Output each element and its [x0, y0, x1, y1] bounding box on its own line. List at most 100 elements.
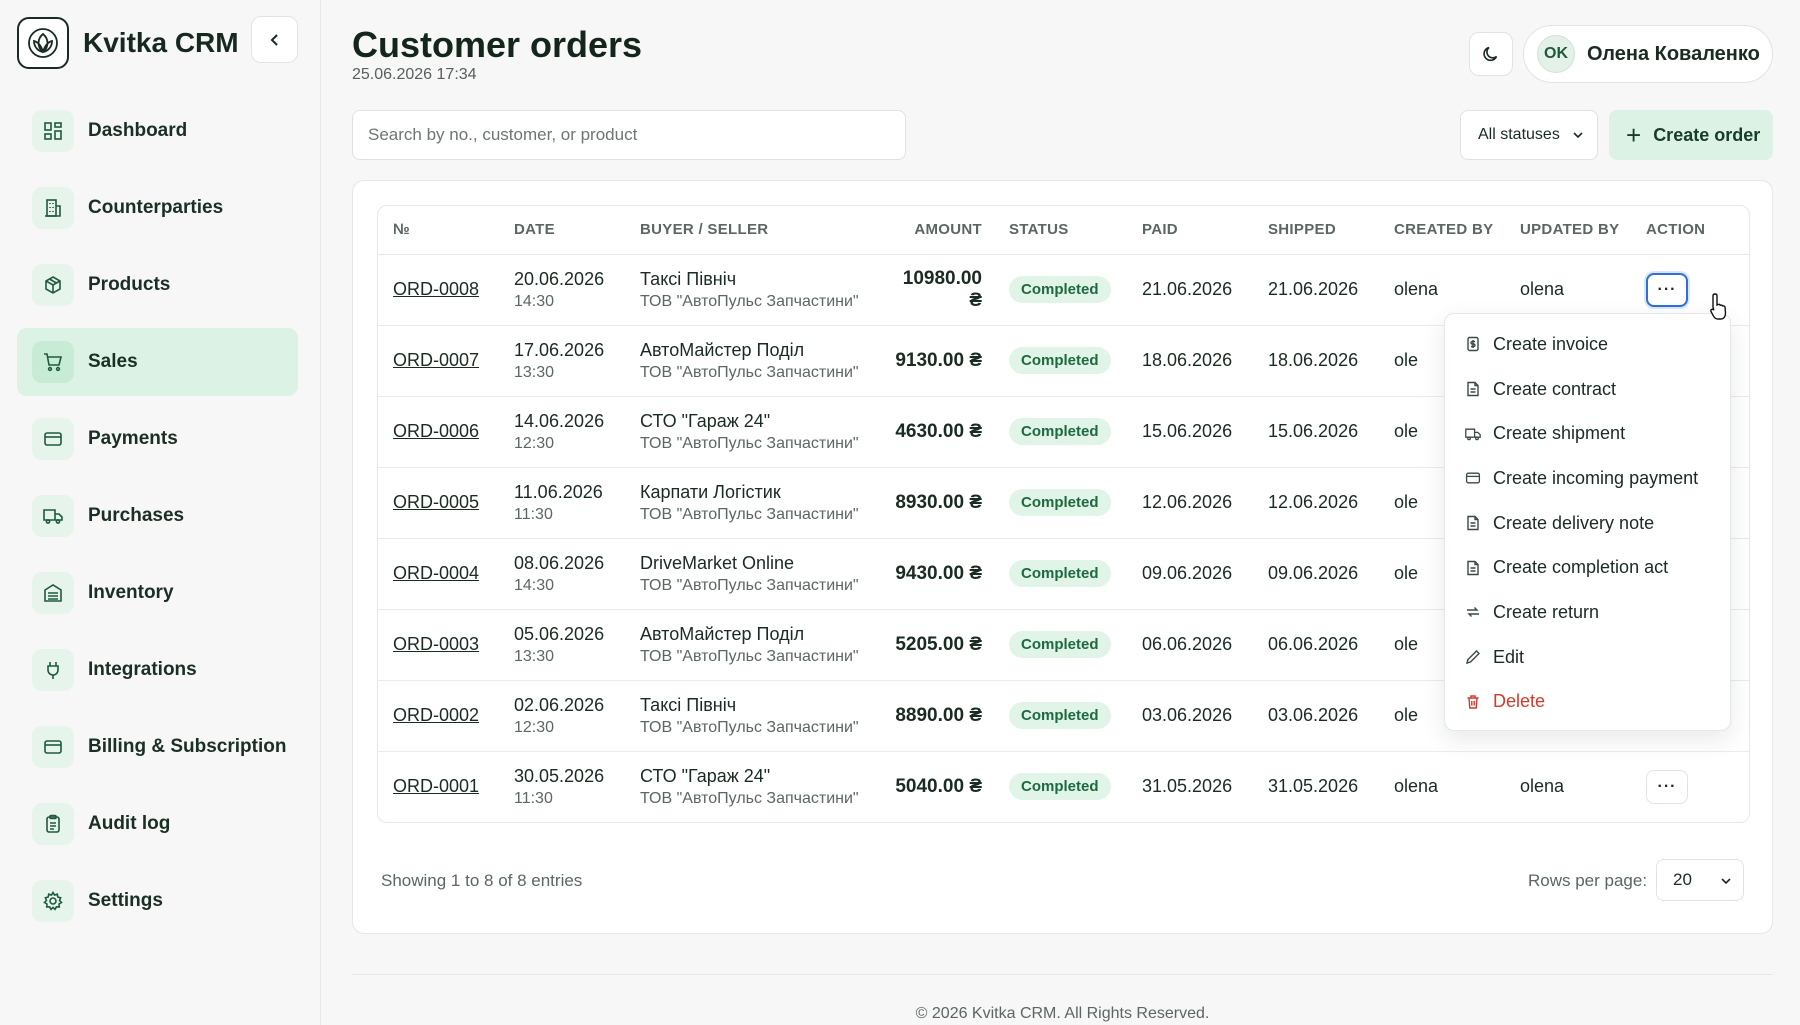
seller-name: ТОВ "АвтоПульс Запчастини"	[640, 292, 859, 310]
shipped-date: 06.06.2026	[1253, 609, 1379, 681]
created-by: olena	[1394, 776, 1439, 797]
order-time: 14:30	[514, 576, 555, 594]
sidebar-item-products[interactable]: Products	[17, 251, 298, 319]
menu-item-create-invoice[interactable]: Create invoice	[1445, 322, 1730, 367]
return-icon	[1463, 604, 1483, 620]
menu-item-create-return[interactable]: Create return	[1445, 590, 1730, 635]
menu-item-edit[interactable]: Edit	[1445, 635, 1730, 680]
sidebar-item-payments[interactable]: Payments	[17, 405, 298, 473]
menu-item-delete[interactable]: Delete	[1445, 680, 1730, 725]
menu-item-create-completion-act[interactable]: Create completion act	[1445, 545, 1730, 590]
column-header: STATUS	[994, 206, 1127, 255]
building-icon	[32, 187, 74, 229]
order-date: 14.06.2026	[514, 410, 605, 431]
status-badge: Completed	[1009, 418, 1111, 445]
sidebar-item-audit-log[interactable]: Audit log	[17, 790, 298, 858]
order-time: 14:30	[514, 292, 555, 310]
page-datetime: 25.06.2026 17:34	[352, 66, 477, 83]
row-actions-button[interactable]: ···	[1646, 769, 1688, 804]
chevron-down-icon	[1573, 132, 1583, 139]
truck-icon	[1463, 426, 1483, 442]
create-order-label: Create order	[1653, 124, 1761, 145]
seller-name: ТОВ "АвтоПульс Запчастини"	[640, 434, 859, 452]
status-filter-select[interactable]: All statuses	[1460, 110, 1598, 160]
buyer-name: DriveMarket Online	[640, 552, 795, 573]
paid-date: 12.06.2026	[1127, 467, 1253, 539]
sidebar-item-label: Dashboard	[88, 120, 188, 141]
menu-item-create-delivery-note[interactable]: Create delivery note	[1445, 501, 1730, 546]
sidebar-item-label: Integrations	[88, 659, 197, 680]
rows-per-page-label: Rows per page:	[1528, 871, 1648, 890]
rows-per-page-select[interactable]: 20	[1656, 859, 1744, 901]
column-header: PAID	[1127, 206, 1253, 255]
menu-item-create-incoming-payment[interactable]: Create incoming payment	[1445, 456, 1730, 501]
brand[interactable]: Kvitka CRM	[17, 17, 239, 69]
sidebar-item-integrations[interactable]: Integrations	[17, 636, 298, 704]
sidebar-item-label: Payments	[88, 428, 178, 449]
sidebar-item-billing-and-subscription[interactable]: Billing & Subscription	[17, 713, 298, 781]
plug-icon	[32, 649, 74, 691]
order-date: 11.06.2026	[514, 481, 603, 502]
theme-toggle-button[interactable]	[1469, 32, 1513, 76]
order-time: 12:30	[514, 718, 555, 736]
menu-item-label: Create delivery note	[1493, 512, 1655, 533]
user-menu[interactable]: OK Олена Коваленко	[1523, 25, 1773, 83]
user-name: Олена Коваленко	[1587, 42, 1760, 65]
paid-date: 21.06.2026	[1127, 254, 1253, 326]
buyer-name: АвтоМайстер Поділ	[640, 339, 805, 360]
moon-icon	[1483, 46, 1498, 62]
row-actions-button[interactable]: ···	[1646, 272, 1688, 307]
shipped-date: 18.06.2026	[1253, 325, 1379, 397]
column-header: ACTION	[1631, 206, 1749, 255]
document-icon	[1463, 560, 1483, 576]
menu-item-label: Create return	[1493, 601, 1600, 622]
column-header: UPDATED BY	[1505, 206, 1631, 255]
sidebar-item-inventory[interactable]: Inventory	[17, 559, 298, 627]
status-badge: Completed	[1009, 489, 1111, 516]
sidebar-item-settings[interactable]: Settings	[17, 867, 298, 935]
seller-name: ТОВ "АвтоПульс Запчастини"	[640, 789, 859, 807]
invoice-icon	[1463, 336, 1483, 352]
paid-date: 15.06.2026	[1127, 396, 1253, 468]
order-time: 12:30	[514, 434, 555, 452]
column-header: BUYER / SELLER	[625, 206, 890, 255]
menu-item-create-shipment[interactable]: Create shipment	[1445, 411, 1730, 456]
sidebar-item-counterparties[interactable]: Counterparties	[17, 174, 298, 242]
seller-name: ТОВ "АвтоПульс Запчастини"	[640, 576, 859, 594]
order-number-link[interactable]: ORD-0004	[393, 563, 480, 583]
sidebar-item-label: Audit log	[88, 813, 171, 834]
sidebar-item-label: Inventory	[88, 582, 174, 603]
menu-item-create-contract[interactable]: Create contract	[1445, 367, 1730, 412]
status-badge: Completed	[1009, 560, 1111, 587]
sidebar-item-dashboard[interactable]: Dashboard	[17, 97, 298, 165]
order-number-link[interactable]: ORD-0006	[393, 421, 480, 441]
warehouse-icon	[32, 572, 74, 614]
table-row[interactable]: ORD-0008 20.06.2026 14:30 Таксі Північ ТОВ "…	[378, 254, 1749, 326]
paid-date: 03.06.2026	[1127, 680, 1253, 752]
order-number-link[interactable]: ORD-0003	[393, 634, 480, 654]
sidebar-item-sales[interactable]: Sales	[17, 328, 298, 396]
order-number-link[interactable]: ORD-0001	[393, 776, 480, 797]
menu-item-label: Create incoming payment	[1493, 467, 1699, 488]
create-order-button[interactable]: + Create order	[1609, 110, 1773, 160]
document-icon	[1463, 515, 1483, 531]
order-number-link[interactable]: ORD-0007	[393, 350, 480, 370]
shipped-date: 15.06.2026	[1253, 396, 1379, 468]
order-number-link[interactable]: ORD-0002	[393, 705, 480, 725]
collapse-sidebar-button[interactable]	[251, 16, 298, 63]
row-action-menu: Create invoice Create contract Create ship…	[1444, 313, 1731, 731]
order-number-link[interactable]: ORD-0008	[393, 279, 480, 299]
seller-name: ТОВ "АвтоПульс Запчастини"	[640, 363, 859, 381]
table-row[interactable]: ORD-0001 30.05.2026 11:30 СТО "Гараж 24" ТОВ…	[378, 751, 1749, 822]
footer-copyright: © 2026 Kvitka CRM. All Rights Reserved.	[915, 1005, 1210, 1022]
sidebar-item-label: Counterparties	[88, 197, 224, 218]
shipped-date: 03.06.2026	[1253, 680, 1379, 752]
column-header: CREATED BY	[1379, 206, 1505, 255]
sidebar-item-purchases[interactable]: Purchases	[17, 482, 298, 550]
plus-icon: +	[1626, 120, 1642, 150]
order-number-link[interactable]: ORD-0005	[393, 492, 480, 512]
search-input[interactable]	[352, 110, 906, 160]
box-icon	[32, 264, 74, 306]
menu-item-label: Create contract	[1493, 378, 1617, 399]
order-amount: 5205.00 ₴	[895, 633, 982, 655]
